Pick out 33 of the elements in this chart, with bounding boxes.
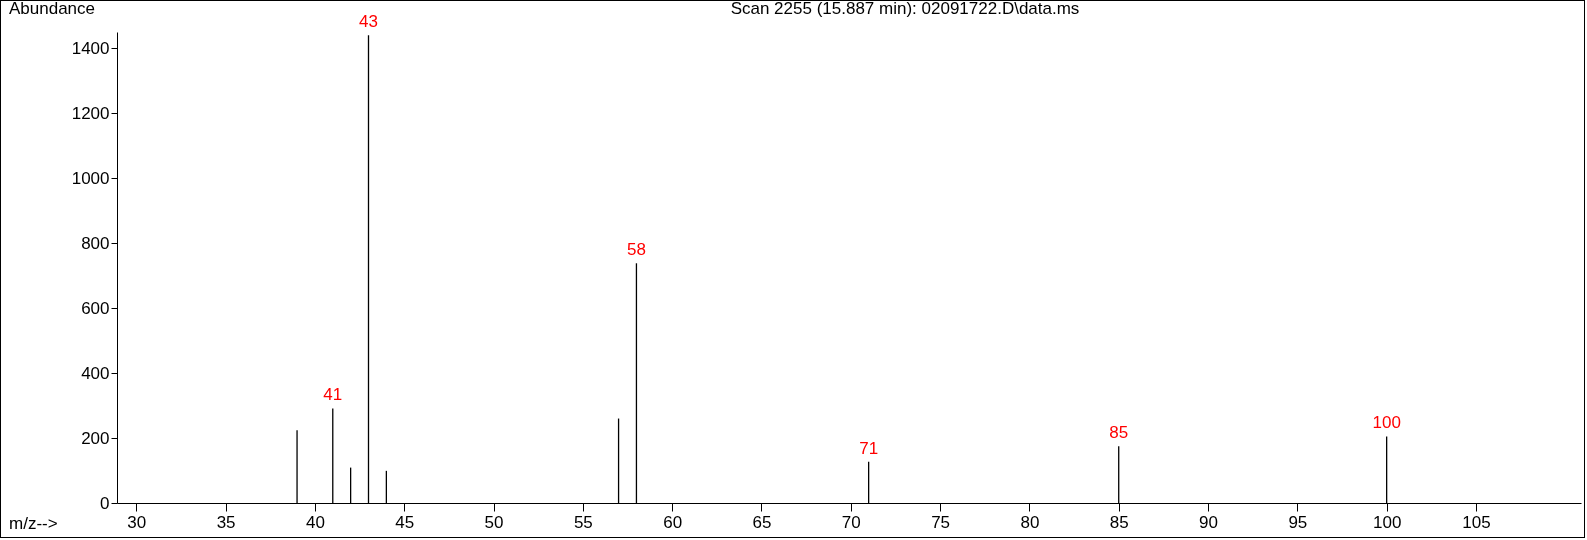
y-tick-label: 1000 (71, 168, 110, 188)
x-tick-label: 100 (1372, 512, 1402, 532)
x-tick-label: 90 (1199, 512, 1218, 532)
x-tick-label: 95 (1288, 512, 1308, 532)
x-tick-label: 70 (841, 512, 861, 532)
x-axis-title: m/z--> (9, 514, 58, 533)
text: 71 (859, 438, 879, 458)
y-tick-label: 1200 (71, 103, 110, 123)
text: 58 (626, 240, 646, 260)
y-tick-label: 1400 (71, 38, 110, 58)
x-tick-label: 60 (663, 512, 683, 532)
y-tick-label: 400 (81, 363, 110, 383)
x-tick-label: 40 (305, 512, 325, 532)
x-tick-label: 75 (931, 512, 951, 532)
x-tick-label: 50 (484, 512, 504, 532)
x-tick-label: 65 (752, 512, 772, 532)
text: 43 (359, 12, 378, 32)
x-tick-label: 55 (573, 512, 593, 532)
chart-title: Scan 2255 (15.887 min): 02091722.D\data.ms (730, 0, 1080, 18)
y-tick-label: 600 (81, 298, 110, 318)
x-tick-label: 80 (1020, 512, 1040, 532)
text: 100 (1372, 413, 1401, 433)
x-tick-label: 105 (1462, 512, 1491, 532)
x-tick-label: 45 (395, 512, 415, 532)
y-axis-title: Abundance (9, 0, 96, 18)
y-tick-label: 200 (81, 428, 110, 448)
text: 85 (1109, 423, 1129, 443)
x-tick-label: 30 (127, 512, 147, 532)
y-tick-label: 0 (100, 493, 110, 513)
x-tick-label: 85 (1109, 512, 1129, 532)
y-tick-label: 800 (81, 233, 110, 253)
x-tick-label: 35 (216, 512, 236, 532)
text: 41 (323, 385, 343, 405)
